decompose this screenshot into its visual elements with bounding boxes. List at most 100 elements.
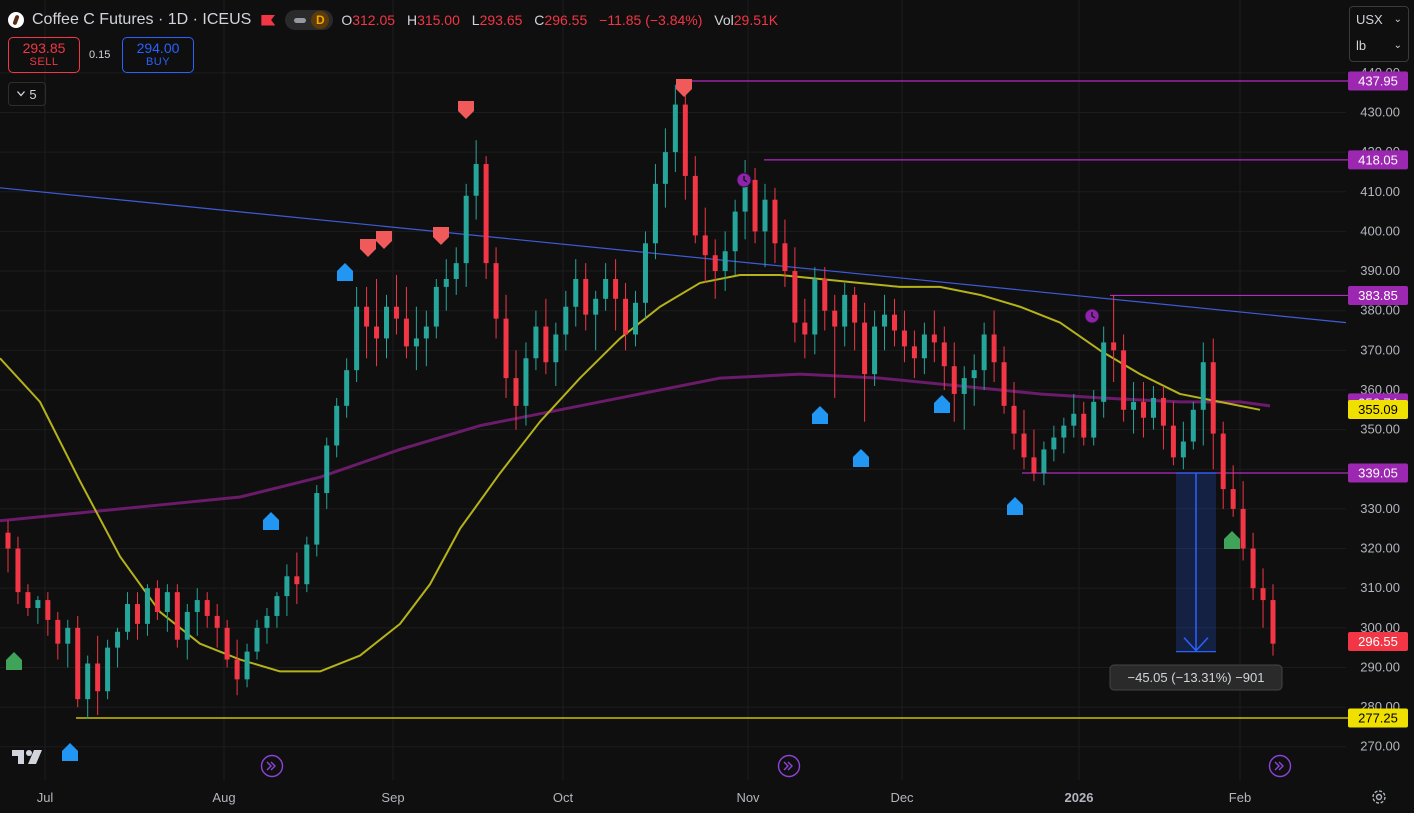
candle	[1101, 326, 1107, 418]
candle-body	[55, 619, 61, 644]
indicators-toggle-button[interactable]: 5	[8, 82, 46, 106]
candle-body	[1230, 489, 1236, 509]
candle-body	[802, 322, 808, 335]
candle-body	[5, 532, 11, 549]
candle	[5, 520, 11, 573]
price-axis-label-text: 355.09	[1358, 402, 1398, 417]
candle-body	[832, 310, 838, 327]
candle	[473, 140, 479, 220]
candle	[642, 231, 648, 319]
close-label: C	[534, 12, 545, 28]
candle-body	[1101, 342, 1107, 402]
candle	[991, 310, 997, 383]
chevron-down-icon: ⌄	[1393, 14, 1402, 25]
buy-button[interactable]: 294.00 BUY	[122, 37, 194, 73]
candle	[1170, 401, 1176, 466]
candle-body	[364, 306, 370, 327]
buy-signal-icon	[1007, 497, 1023, 515]
open-label: O	[341, 12, 353, 28]
candle	[553, 322, 559, 387]
candle	[1131, 382, 1137, 434]
price-axis-label-box	[1348, 463, 1408, 483]
candle-body	[822, 278, 828, 311]
candle-body	[1200, 362, 1206, 410]
volume-value: 29.51K	[733, 12, 779, 28]
price-axis-label-box	[1348, 708, 1408, 728]
tradingview-logo-icon[interactable]	[12, 748, 46, 766]
settings-gear-icon[interactable]	[1370, 788, 1388, 806]
y-tick-label: 410.00	[1360, 184, 1400, 199]
x-tick-label: Nov	[736, 790, 760, 805]
candle	[662, 128, 668, 208]
candle	[403, 286, 409, 359]
candle	[1001, 346, 1007, 414]
candle	[832, 294, 838, 398]
jump-arrow-circle[interactable]	[777, 754, 801, 778]
candle	[274, 592, 280, 628]
jump-arrow-circle[interactable]	[1268, 754, 1292, 778]
jump-arrow-chevrons[interactable]	[1274, 761, 1284, 771]
candle-body	[1190, 409, 1196, 442]
price-axis-label-text: 296.55	[1358, 634, 1398, 649]
candle	[1230, 465, 1236, 517]
candle	[1041, 441, 1047, 486]
jump-arrow-icon[interactable]	[777, 754, 801, 778]
candle-body	[702, 235, 708, 256]
candle-body	[115, 631, 121, 648]
sell-button[interactable]: 293.85 SELL	[8, 37, 80, 73]
candle	[891, 298, 897, 347]
price-axis-label-box	[1348, 399, 1408, 419]
x-tick-label: 2026	[1065, 790, 1094, 805]
jump-arrow-icon[interactable]	[260, 754, 284, 778]
candle	[144, 584, 150, 636]
candle	[174, 584, 180, 648]
coffee-logo-icon	[8, 12, 24, 28]
candle-body	[224, 627, 230, 660]
jump-arrow-icon[interactable]	[1268, 754, 1292, 778]
flag-icon[interactable]	[261, 14, 276, 26]
candle-body	[1250, 548, 1256, 589]
candle	[1031, 429, 1037, 482]
candle-body	[842, 294, 848, 327]
candle	[65, 619, 71, 668]
candle	[164, 584, 170, 632]
sell-signal-icon	[360, 239, 376, 257]
candle	[702, 207, 708, 283]
candle	[1160, 386, 1166, 450]
unit-selector[interactable]: USX ⌄ lb ⌄	[1349, 6, 1409, 62]
candle-body	[513, 378, 519, 406]
volume-label: Vol	[714, 12, 734, 28]
jump-arrow-chevrons[interactable]	[266, 761, 276, 771]
sell-signal-icon	[676, 79, 692, 97]
price-axis-label: 437.95	[1348, 71, 1408, 91]
candle	[115, 627, 121, 668]
ohlc-readout: O312.05 H315.00 L293.65 C296.55 −11.85 (…	[341, 12, 786, 28]
candle-body	[652, 183, 658, 244]
candle-body	[1170, 425, 1176, 458]
candle-body	[374, 326, 380, 339]
candle-body	[1021, 433, 1027, 458]
candle	[463, 183, 469, 287]
candle-body	[1270, 600, 1276, 644]
session-pill[interactable]: D	[285, 10, 334, 30]
candle	[961, 366, 967, 430]
candle	[334, 397, 340, 458]
y-tick-label: 330.00	[1360, 501, 1400, 516]
candle-body	[95, 663, 101, 692]
chart-header: Coffee C Futures · 1D · ICEUS D O312.05 …	[8, 8, 786, 32]
jump-arrow-circle[interactable]	[260, 754, 284, 778]
candle	[364, 286, 370, 359]
candle	[1061, 417, 1067, 454]
buy-signal-icon	[934, 395, 950, 413]
price-axis-label-text: 277.25	[1358, 711, 1398, 726]
unit-select[interactable]: lb ⌄	[1350, 33, 1408, 59]
candle	[224, 619, 230, 668]
candle-body	[523, 358, 529, 406]
currency-select[interactable]: USX ⌄	[1350, 7, 1408, 33]
candle	[563, 290, 569, 351]
symbol-title[interactable]: Coffee C Futures · 1D · ICEUS	[32, 11, 252, 28]
jump-arrow-chevrons[interactable]	[783, 761, 793, 771]
chevron-down-icon	[17, 91, 26, 97]
candle-body	[304, 544, 310, 585]
